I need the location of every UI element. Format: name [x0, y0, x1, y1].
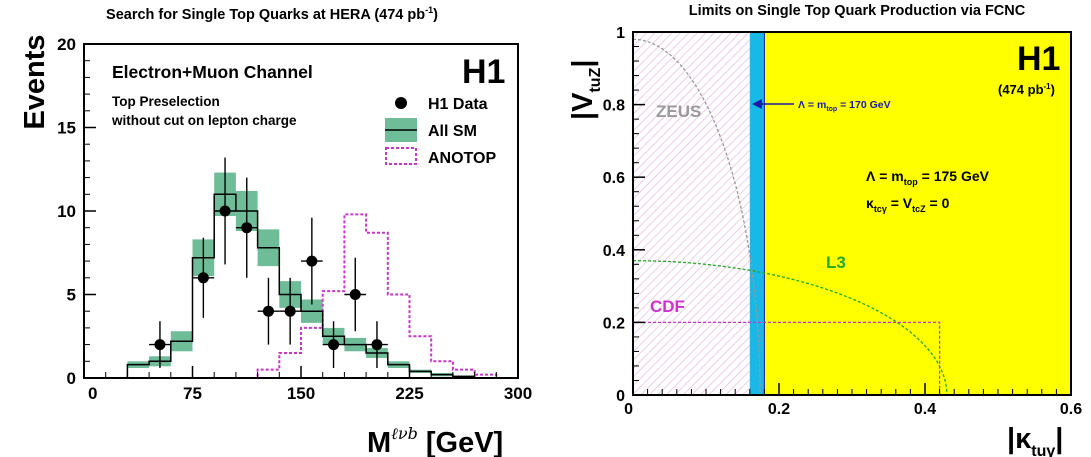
y-tick-label: 0.8 [603, 98, 625, 115]
legend-marker-data [395, 97, 407, 109]
data-point-marker [349, 289, 361, 300]
h1-170gev-label: Λ = mtop = 170 GeV [798, 99, 891, 113]
legend-label-data: H1 Data [428, 96, 488, 113]
right-x-axis-label: |κtuγ| [1007, 423, 1063, 457]
y-tick-label: 0.6 [603, 170, 625, 187]
x-tick-label: 300 [504, 384, 532, 403]
allowed-region [764, 32, 1071, 395]
left-chart-title: Search for Single Top Quarks at HERA (47… [106, 5, 438, 23]
y-tick-label: 10 [57, 202, 76, 221]
left-axis-ticks: 0 75 150 225 300 0 5 10 15 20 [57, 35, 532, 403]
x-tick-label: 75 [183, 384, 202, 403]
data-point [279, 277, 301, 345]
y-tick-label: 0.4 [603, 243, 625, 260]
data-point-marker [241, 222, 253, 234]
assumption-line-2: κtcγ = VtcZ = 0 [866, 195, 950, 214]
assumption-line-1: Λ = mtop = 175 GeV [866, 168, 990, 187]
right-lumi-label: (474 pb-1) [998, 82, 1055, 97]
y-tick-label: 0.2 [603, 315, 625, 332]
left-cut-annotation-1: Top Preselection [112, 94, 220, 109]
left-h1-label: H1 [462, 53, 505, 91]
data-point-marker [262, 305, 274, 317]
right-axis-ticks: 0 0.2 0.4 0.6 0 0.2 0.4 0.6 0.8 1 [603, 25, 1082, 418]
left-cut-annotation-2: without cut on lepton charge [111, 113, 297, 128]
legend-label-anotop: ANOTOP [428, 150, 496, 167]
data-point-marker [154, 339, 166, 351]
legend-marker-anotop [385, 147, 417, 165]
legend-entry-all-sm: All SM [385, 118, 477, 142]
legend-entry-h1-data: H1 Data [395, 96, 488, 113]
l3-label: L3 [826, 253, 846, 272]
legend-entry-anotop: ANOTOP [385, 147, 496, 167]
left-channel-annotation: Electron+Muon Channel [112, 62, 313, 82]
data-point-marker [371, 339, 383, 351]
y-tick-label: 20 [57, 35, 76, 54]
x-tick-label: 0.4 [914, 401, 936, 418]
zeus-label: ZEUS [656, 102, 701, 121]
zeus-limit-curve [632, 38, 761, 395]
data-point-marker [306, 255, 318, 267]
h1-170gev-annotation: Λ = mtop = 170 GeV [752, 99, 891, 113]
data-point-marker [284, 305, 296, 317]
x-tick-label: 150 [287, 384, 315, 403]
x-tick-label: 0 [88, 384, 97, 403]
data-point [214, 157, 236, 265]
data-point-marker [328, 339, 340, 351]
right-y-axis-label: |VtuZ| [567, 60, 604, 120]
left-legend: H1 Data All SM ANOTOP [385, 96, 496, 167]
h1-data-points [149, 157, 388, 368]
data-point [301, 217, 323, 305]
left-x-axis-label: Mℓνb [GeV] [367, 424, 503, 457]
x-tick-label: 0 [624, 401, 633, 418]
y-tick-label: 15 [57, 119, 76, 138]
h1-limit-band [749, 32, 765, 395]
y-tick-label: 5 [67, 286, 76, 305]
zeus-excluded-region [633, 32, 750, 395]
data-point [366, 321, 388, 368]
y-tick-label: 0 [67, 369, 76, 388]
left-y-axis-label: Events [19, 34, 51, 129]
x-tick-label: 0.6 [1060, 401, 1082, 418]
cdf-limit-box [633, 321, 941, 395]
data-point [322, 321, 345, 368]
right-chart: Limits on Single Top Quark Production vi… [567, 3, 1082, 457]
data-point [149, 321, 171, 368]
right-chart-title: Limits on Single Top Quark Production vi… [689, 3, 1026, 19]
data-point [235, 177, 258, 278]
x-tick-label: 225 [395, 384, 423, 403]
cdf-label: CDF [650, 297, 685, 316]
data-point [344, 257, 367, 332]
l3-limit-curve [633, 260, 948, 396]
x-tick-label: 0.2 [768, 401, 790, 418]
right-h1-label: H1 [1017, 40, 1060, 78]
data-point [192, 237, 215, 318]
y-tick-label: 0 [616, 388, 625, 405]
y-tick-label: 1 [616, 25, 625, 42]
data-point-marker [197, 272, 209, 284]
data-point [257, 277, 280, 345]
data-point-marker [219, 205, 231, 217]
legend-label-sm: All SM [428, 123, 477, 140]
sm-uncertainty-band [127, 172, 475, 378]
left-chart: Search for Single Top Quarks at HERA (47… [19, 5, 532, 457]
